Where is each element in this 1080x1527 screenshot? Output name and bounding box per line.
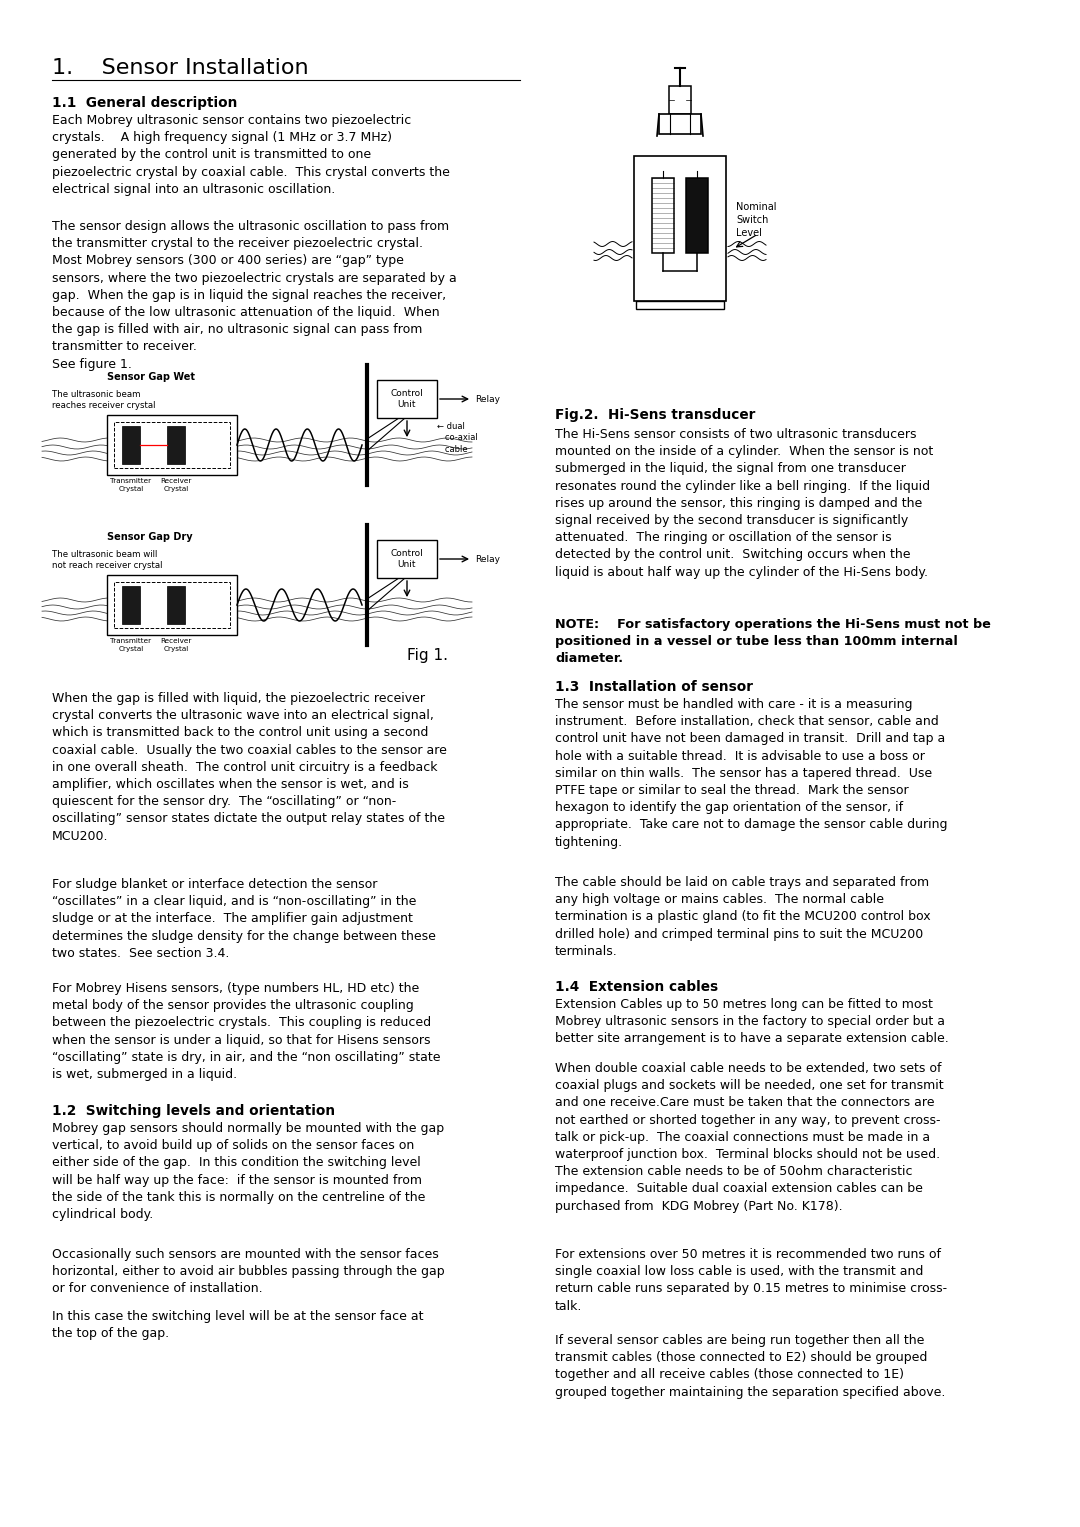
Text: For extensions over 50 metres it is recommended two runs of
single coaxial low l: For extensions over 50 metres it is reco… (555, 1248, 947, 1313)
Text: Receiver
Crystal: Receiver Crystal (160, 478, 191, 492)
Text: The Hi-Sens sensor consists of two ultrasonic transducers
mounted on the inside : The Hi-Sens sensor consists of two ultra… (555, 428, 933, 579)
Bar (634, 156, 726, 301)
Text: Relay: Relay (475, 394, 500, 403)
Text: Transmitter
Crystal: Transmitter Crystal (110, 478, 151, 492)
Bar (659, 115, 701, 134)
Text: Mobrey gap sensors should normally be mounted with the gap
vertical, to avoid bu: Mobrey gap sensors should normally be mo… (52, 1122, 444, 1222)
Text: ← dual
   co-axial
   cable: ← dual co-axial cable (437, 421, 477, 454)
Text: Nominal
Switch
Level: Nominal Switch Level (735, 202, 777, 238)
Bar (686, 179, 708, 253)
Text: Each Mobrey ultrasonic sensor contains two piezoelectric
crystals.    A high fre: Each Mobrey ultrasonic sensor contains t… (52, 115, 450, 195)
Text: 1.2  Switching levels and orientation: 1.2 Switching levels and orientation (52, 1104, 335, 1118)
Text: Receiver
Crystal: Receiver Crystal (160, 638, 191, 652)
Text: If several sensor cables are being run together then all the
transmit cables (th: If several sensor cables are being run t… (555, 1335, 945, 1399)
Text: Transmitter
Crystal: Transmitter Crystal (110, 638, 151, 652)
Text: Sensor Gap Dry: Sensor Gap Dry (107, 531, 192, 542)
Bar (122, 426, 140, 464)
Text: The ultrasonic beam
reaches receiver crystal: The ultrasonic beam reaches receiver cry… (52, 389, 156, 411)
Text: 1.3  Installation of sensor: 1.3 Installation of sensor (555, 680, 753, 693)
Text: 1.1  General description: 1.1 General description (52, 96, 238, 110)
Bar (669, 86, 691, 115)
Bar (107, 415, 237, 475)
Bar (114, 582, 230, 628)
Text: The sensor must be handled with care - it is a measuring
instrument.  Before ins: The sensor must be handled with care - i… (555, 698, 947, 849)
Text: Fig 1.: Fig 1. (407, 647, 448, 663)
Text: When the gap is filled with liquid, the piezoelectric receiver
crystal converts : When the gap is filled with liquid, the … (52, 692, 447, 843)
Text: Fig.2.  Hi-Sens transducer: Fig.2. Hi-Sens transducer (555, 408, 755, 421)
Text: 1.    Sensor Installation: 1. Sensor Installation (52, 58, 309, 78)
Text: Control
Unit: Control Unit (391, 389, 423, 409)
Text: Sensor Gap Wet: Sensor Gap Wet (107, 373, 195, 382)
Text: The cable should be laid on cable trays and separated from
any high voltage or m: The cable should be laid on cable trays … (555, 876, 931, 957)
Text: 1.4  Extension cables: 1.4 Extension cables (555, 980, 718, 994)
Bar (167, 426, 185, 464)
Bar (107, 576, 237, 635)
Text: The sensor design allows the ultrasonic oscillation to pass from
the transmitter: The sensor design allows the ultrasonic … (52, 220, 457, 371)
Bar (377, 541, 437, 579)
Text: In this case the switching level will be at the sensor face at
the top of the ga: In this case the switching level will be… (52, 1310, 423, 1341)
Text: Occasionally such sensors are mounted with the sensor faces
horizontal, either t: Occasionally such sensors are mounted wi… (52, 1248, 445, 1295)
Bar (114, 421, 230, 467)
Bar (167, 586, 185, 625)
Text: When double coaxial cable needs to be extended, two sets of
coaxial plugs and so: When double coaxial cable needs to be ex… (555, 1061, 944, 1212)
Text: For sludge blanket or interface detection the sensor
“oscillates” in a clear liq: For sludge blanket or interface detectio… (52, 878, 436, 960)
Text: Extension Cables up to 50 metres long can be fitted to most
Mobrey ultrasonic se: Extension Cables up to 50 metres long ca… (555, 999, 948, 1046)
Bar (122, 586, 140, 625)
Bar (377, 380, 437, 418)
Text: NOTE:    For satisfactory operations the Hi-Sens must not be
positioned in a ves: NOTE: For satisfactory operations the Hi… (555, 618, 990, 666)
Text: For Mobrey Hisens sensors, (type numbers HL, HD etc) the
metal body of the senso: For Mobrey Hisens sensors, (type numbers… (52, 982, 441, 1081)
Bar (652, 179, 674, 253)
Text: The ultrasonic beam will
not reach receiver crystal: The ultrasonic beam will not reach recei… (52, 550, 162, 571)
Text: Control
Unit: Control Unit (391, 548, 423, 570)
Text: Relay: Relay (475, 554, 500, 563)
Bar (636, 301, 724, 308)
